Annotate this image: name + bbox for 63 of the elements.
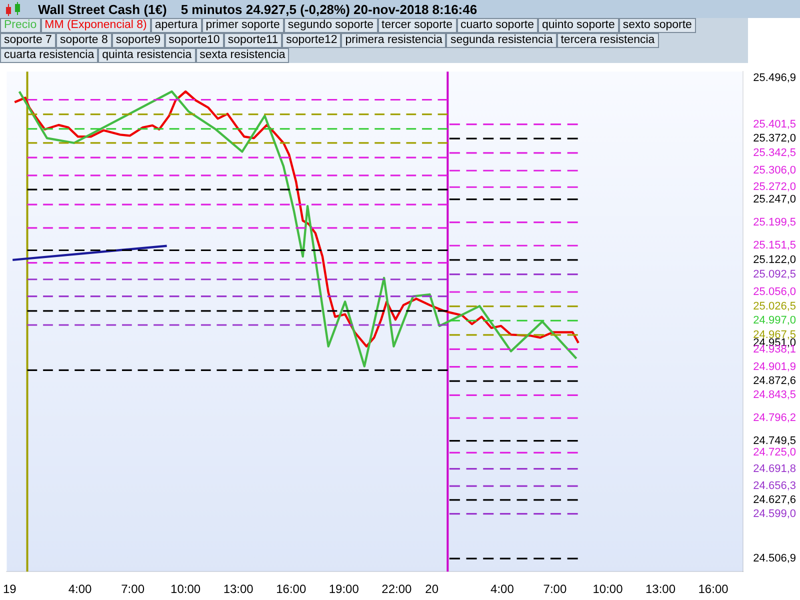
y-tick-label: 24.599,0 [753,508,796,520]
y-tick-label: 24.506,9 [753,552,796,565]
text: quinta resistencia [98,48,196,63]
chart-title: Wall Street Cash (1€) [38,2,167,16]
text: quinto soporte [538,18,619,33]
text: tercer soporte [378,18,456,33]
x-tick-label: 16:00 [276,582,306,596]
y-tick-label: 25.122,0 [753,254,796,266]
y-tick-label: 24.967,5 [753,328,796,341]
text: sexto soporte [618,18,696,33]
y-tick-label: 25.151,5 [753,240,796,252]
x-tick-label: 20 [425,582,439,596]
text: soporte 8 [56,33,112,48]
y-tick-label: 24.796,2 [753,412,796,424]
x-tick-label: 10:00 [592,582,624,596]
text: primera resistencia [341,33,446,48]
text: soporte10 [164,33,224,48]
y-tick-label: 25.092,5 [753,268,796,280]
y-tick-label: 25.247,0 [753,193,796,206]
text: soporte9 [112,33,165,48]
y-tick-label: 24.997,0 [753,314,796,327]
y-tick-label: 24.656,3 [753,480,796,492]
y-tick-label: 25.496,9 [753,72,796,84]
y-tick-label: 24.725,0 [753,446,796,459]
x-tick-label: 4:00 [490,582,514,596]
x-tick-label: 22:00 [382,582,412,596]
text: sexta resistencia [196,48,290,63]
text: soporte11 [224,33,282,48]
chart-subtitle: 5 minutos 24.927,5 (-0,28%) 20-nov-2018 8:16:46 [180,2,478,16]
y-tick-label: 24.872,6 [753,375,796,388]
x-tick-label: 13:00 [645,582,676,596]
x-tick-label: 10:00 [170,582,201,596]
y-tick-label: 25.342,5 [753,146,796,159]
y-tick-label: 24.843,5 [753,389,796,402]
y-tick-label: 25.401,5 [753,118,796,130]
y-tick-label: 24.691,8 [753,462,796,475]
x-tick-label: 19 [2,582,17,596]
x-tick-label: 7:00 [121,582,145,596]
y-tick-label: 25.272,0 [753,181,796,194]
y-tick-label: 24.901,9 [753,360,796,373]
text: segunda resistencia [446,33,557,48]
y-tick-label: 25.372,0 [753,132,796,145]
text: cuarto soporte [456,18,538,33]
text: cuarta resistencia [0,48,98,63]
x-tick-label: 19:00 [328,582,360,596]
text: soporte12 [282,33,342,48]
text: tercera resistencia [556,33,659,48]
text: apertura [150,18,202,33]
y-tick-label: 25.056,0 [753,286,796,298]
text: soporte 7 [0,33,56,48]
text: segundo soporte [284,18,378,33]
y-tick-label: 25.199,5 [753,216,796,228]
text: MM (Exponencial 8) [40,18,151,33]
text: Precio [0,18,41,33]
text: primer soporte [202,18,284,33]
x-tick-label: 13:00 [223,582,254,596]
y-tick-label: 24.749,5 [753,434,796,447]
y-tick-label: 25.306,0 [753,164,796,177]
y-tick-label: 24.627,6 [753,494,796,506]
x-tick-label: 7:00 [543,582,567,596]
y-tick-label: 25.026,5 [753,300,796,312]
x-tick-label: 4:00 [68,582,92,596]
x-tick-label: 16:00 [698,582,729,596]
